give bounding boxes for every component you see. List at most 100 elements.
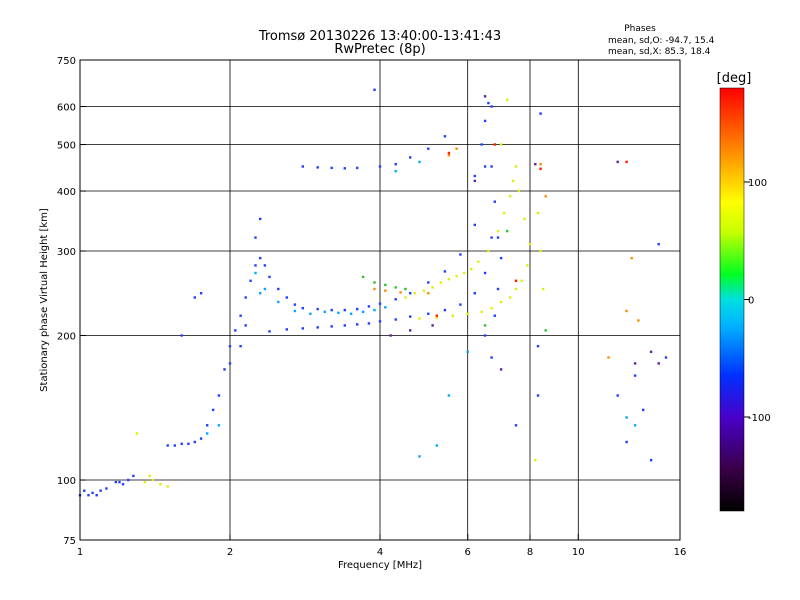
data-point	[447, 154, 451, 157]
data-point	[223, 368, 226, 371]
data-point	[199, 292, 203, 295]
data-point	[536, 211, 540, 215]
data-point	[206, 424, 209, 427]
data-point	[373, 308, 376, 312]
x-tick-label: 6	[465, 547, 471, 558]
data-point	[316, 166, 319, 169]
data-point	[544, 195, 547, 198]
data-point	[277, 300, 280, 304]
x-tick-label: 16	[674, 547, 687, 558]
colorbar-ticks: 100 0 -100	[744, 178, 771, 424]
data-point	[418, 160, 421, 164]
data-point	[523, 217, 526, 221]
data-point	[343, 167, 346, 170]
data-point	[664, 356, 668, 359]
data-point	[483, 95, 487, 98]
data-point	[443, 270, 447, 273]
data-point	[473, 179, 476, 183]
data-point	[447, 394, 451, 397]
data-points	[78, 88, 668, 497]
data-point	[193, 440, 196, 444]
data-point	[473, 292, 476, 295]
data-point	[399, 291, 402, 294]
data-point	[356, 166, 359, 170]
data-point	[649, 350, 653, 353]
x-tick-label: 8	[527, 547, 533, 558]
data-point	[394, 298, 397, 301]
data-point	[378, 302, 382, 305]
data-point	[466, 312, 469, 315]
data-point	[180, 442, 183, 445]
data-point	[490, 307, 493, 310]
data-point	[493, 143, 496, 146]
data-point	[121, 483, 125, 486]
data-point	[633, 362, 637, 365]
data-point	[536, 345, 540, 348]
data-point	[249, 279, 252, 282]
y-tick-label: 400	[57, 187, 76, 198]
data-point	[373, 88, 376, 91]
data-point	[217, 424, 221, 427]
data-point	[493, 200, 496, 203]
data-point	[263, 287, 267, 291]
data-point	[447, 151, 451, 155]
data-point	[517, 189, 521, 193]
data-point	[459, 303, 462, 306]
data-point	[490, 165, 493, 168]
data-point	[483, 334, 487, 337]
phase-stats-x: mean, sd,X: 85.3, 18.4	[608, 47, 711, 57]
data-point	[431, 286, 434, 289]
data-point	[187, 442, 190, 445]
data-point	[217, 394, 221, 397]
x-axis-ticks: 1 2 4 6 8 10 16	[77, 534, 687, 558]
data-point	[259, 217, 262, 221]
data-point	[206, 432, 209, 435]
data-point	[509, 296, 512, 299]
phase-stats-header: Phases	[624, 24, 656, 34]
data-point	[443, 308, 447, 312]
data-point	[477, 260, 480, 263]
y-tick-label: 500	[57, 141, 76, 152]
data-point	[263, 264, 267, 267]
y-axis-ticks: 75 100 200 300 400 500 600 750	[57, 56, 86, 547]
data-point	[630, 256, 633, 260]
data-point	[180, 334, 183, 337]
data-point	[285, 296, 288, 299]
data-point	[435, 316, 438, 319]
y-tick-label: 300	[57, 247, 76, 258]
data-point	[499, 143, 503, 146]
data-point	[499, 368, 503, 371]
data-point	[466, 350, 469, 353]
data-point	[254, 264, 257, 267]
data-point	[234, 329, 237, 332]
data-point	[394, 318, 397, 321]
data-point	[316, 307, 319, 311]
x-tick-label: 1	[77, 547, 83, 558]
y-tick-label: 75	[63, 536, 76, 547]
data-point	[422, 289, 426, 292]
data-point	[509, 195, 512, 198]
data-point	[384, 289, 387, 292]
data-point	[520, 279, 523, 282]
x-tick-label: 10	[572, 547, 585, 558]
data-point	[285, 328, 288, 331]
data-point	[330, 308, 333, 312]
data-point	[349, 312, 353, 315]
x-tick-label: 2	[227, 547, 233, 558]
data-point	[330, 325, 333, 328]
colorbar	[719, 87, 745, 512]
data-point	[239, 345, 242, 348]
data-point	[490, 105, 493, 108]
data-point	[462, 271, 466, 275]
data-point	[254, 271, 257, 275]
data-point	[361, 275, 365, 279]
data-point	[473, 223, 476, 227]
phase-stats-o: mean, sd,O: -94.7, 15.4	[608, 36, 715, 46]
data-point	[534, 163, 537, 166]
data-point	[483, 165, 487, 168]
data-point	[259, 292, 262, 295]
data-point	[83, 489, 86, 492]
y-tick-label: 200	[57, 332, 76, 343]
data-point	[607, 356, 610, 359]
